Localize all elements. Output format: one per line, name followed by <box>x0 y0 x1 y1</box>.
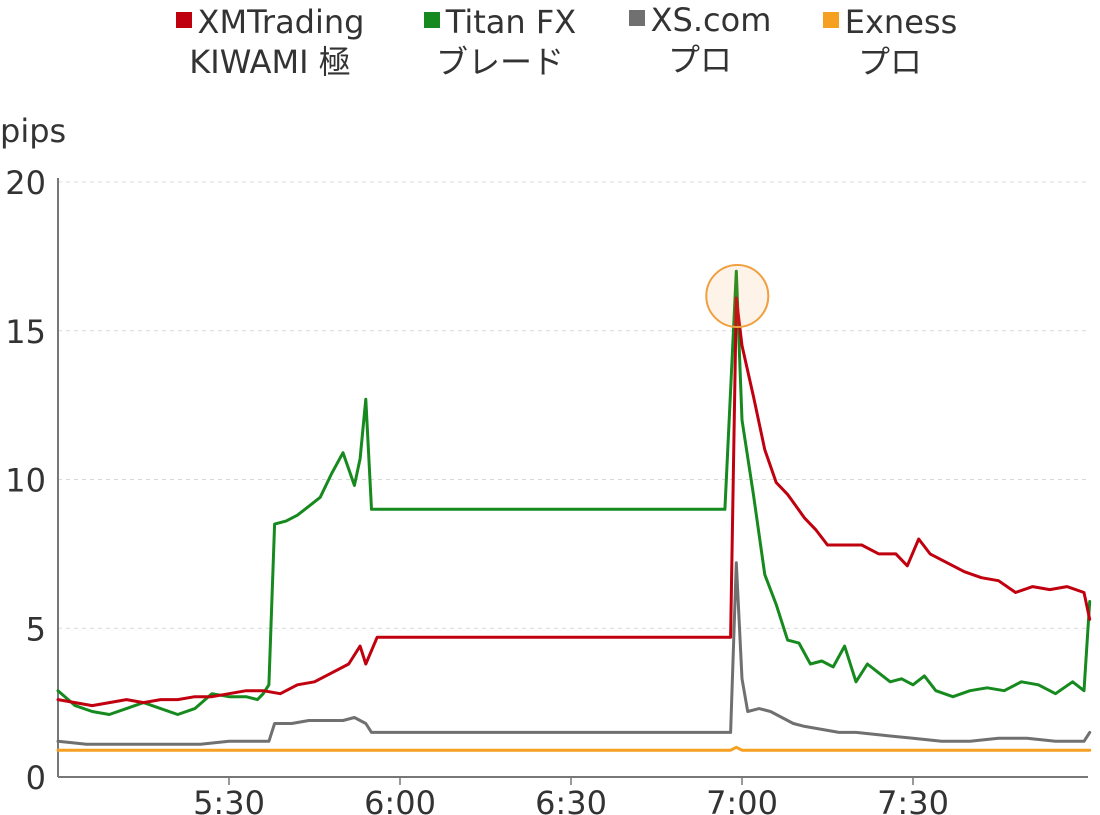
legend-label-xmtrading-line2: KIWAMI 極 <box>189 43 351 81</box>
y-tick-label-0: 0 <box>26 759 46 797</box>
y-tick-label-15: 15 <box>5 313 46 351</box>
legend-item-xmtrading: XMTrading KIWAMI 極 <box>140 2 400 82</box>
legend-item-exness: Exness プロ <box>790 2 990 82</box>
x-tick-label-6:30: 6:30 <box>535 784 607 815</box>
x-tick-label-6:00: 6:00 <box>364 784 436 815</box>
y-axis-unit-label: pips <box>0 112 67 150</box>
y-tick-label-10: 10 <box>5 462 46 500</box>
grid-lines <box>58 181 1088 629</box>
series-line-exness <box>56 745 1092 752</box>
series-line-xs-com <box>56 561 1092 746</box>
x-tick-labels: 5:30 6:00 6:30 7:00 7:30 <box>193 784 949 815</box>
legend-label-xmtrading-line1: XMTrading <box>197 3 365 41</box>
legend-item-xscom: XS.com プロ <box>600 0 800 80</box>
spike-highlight-circle <box>705 264 770 329</box>
legend-label-titanfx-line2: ブレード <box>435 43 564 81</box>
y-tick-label-5: 5 <box>26 610 46 648</box>
series-lines <box>56 269 1092 752</box>
legend-swatch-xscom <box>628 10 645 26</box>
legend-label-titanfx-line1: Titan FX <box>445 3 577 41</box>
series-line-xmtrading <box>56 296 1092 708</box>
x-tick-label-7:30: 7:30 <box>877 784 949 815</box>
chart-legend: XMTrading KIWAMI 極 Titan FX ブレード XS.com … <box>0 0 1100 90</box>
legend-label-exness-line1: Exness <box>844 3 958 41</box>
legend-label-xscom-line1: XS.com <box>650 1 772 39</box>
legend-label-exness-line2: プロ <box>857 43 922 81</box>
legend-swatch-exness <box>822 12 839 28</box>
legend-swatch-xmtrading <box>175 12 192 28</box>
axes <box>57 178 1088 785</box>
x-tick-label-7:00: 7:00 <box>706 784 778 815</box>
spike-highlight <box>705 264 770 329</box>
series-line-titan-fx <box>56 269 1092 716</box>
legend-label-xscom-line2: プロ <box>667 41 732 79</box>
y-tick-label-20: 20 <box>5 164 46 202</box>
x-tick-label-5:30: 5:30 <box>193 784 265 815</box>
y-tick-labels: 0 5 10 15 20 <box>5 164 46 797</box>
legend-swatch-titanfx <box>423 12 440 28</box>
legend-item-titanfx: Titan FX ブレード <box>400 2 600 82</box>
